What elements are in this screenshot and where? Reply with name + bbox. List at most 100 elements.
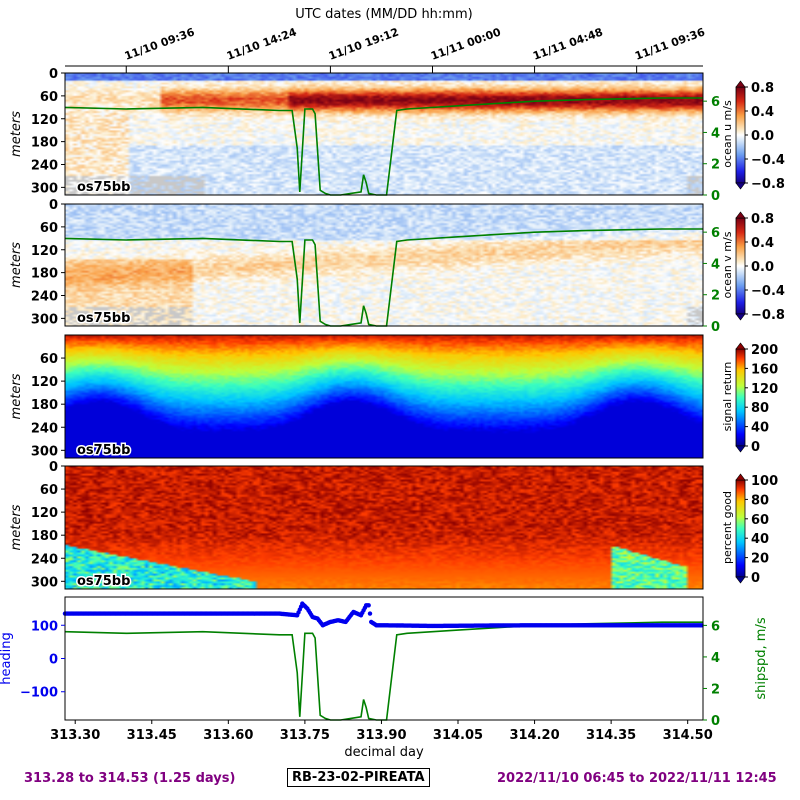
speed-tick-label: 2 xyxy=(711,158,720,173)
colorbar-tick-label: 40 xyxy=(751,532,769,547)
x-tick-label: 314.50 xyxy=(663,728,713,743)
colorbar-tick-label: 120 xyxy=(751,382,778,397)
colorbar-tick-label: 40 xyxy=(751,421,769,436)
colorbar-extend-bottom xyxy=(735,576,746,584)
y-tick-label: 120 xyxy=(31,506,58,521)
colorbar xyxy=(735,86,746,184)
y-tick-label: 300 xyxy=(31,181,58,196)
y-tick-label: 180 xyxy=(31,529,58,544)
colorbar-extend-top xyxy=(735,473,746,481)
x-tick-label: 314.05 xyxy=(433,728,483,743)
y-axis-label: meters xyxy=(9,242,24,288)
y-tick-label: 240 xyxy=(31,159,58,174)
colorbar-tick-label: 160 xyxy=(751,362,778,377)
y-tick-label: 60 xyxy=(40,221,58,236)
panel-frame xyxy=(64,334,704,459)
y-tick-label: 180 xyxy=(31,136,58,151)
y-tick-label: 240 xyxy=(31,290,58,305)
instrument-tag: os75bb xyxy=(77,443,130,458)
colorbar-tick-label: 0.8 xyxy=(751,212,774,227)
heatmap-image xyxy=(65,204,703,326)
shipspd-axis-label: shipspd, m/s xyxy=(754,617,769,699)
colorbar-tick-label: 0.0 xyxy=(751,129,774,144)
colorbar-tick-label: −0.8 xyxy=(751,177,785,192)
shipspd-tick-label: 2 xyxy=(711,682,720,697)
colorbar-tick-label: −0.8 xyxy=(751,308,785,323)
shipspd-tick-label: 0 xyxy=(711,714,720,729)
speed-tick-label: 4 xyxy=(711,126,720,141)
heading-point xyxy=(367,611,373,616)
panel-frame xyxy=(64,203,704,327)
y-axis-label: meters xyxy=(9,504,24,550)
y-tick-label: 120 xyxy=(31,375,58,390)
heading-axis-label: heading xyxy=(0,632,14,685)
colorbar-tick-label: 0 xyxy=(751,440,760,455)
heatmap-image xyxy=(65,335,703,458)
top-tick-label: 11/10 09:36 xyxy=(123,25,197,62)
colorbar xyxy=(735,348,746,447)
colorbar-extend-bottom xyxy=(735,445,746,453)
y-tick-label: 180 xyxy=(31,267,58,282)
x-tick-label: 313.45 xyxy=(127,728,177,743)
colorbar-extend-top xyxy=(735,211,746,219)
x-tick-label: 313.90 xyxy=(356,728,406,743)
shipspd-tick-label: 4 xyxy=(711,651,720,666)
y-tick-label: 0 xyxy=(49,67,58,82)
shipspd-line xyxy=(64,621,703,721)
colorbar-tick-label: 0 xyxy=(751,571,760,586)
y-tick-label: 240 xyxy=(31,421,58,436)
speed-tick-label: 4 xyxy=(711,257,720,272)
speed-tick-label: 0 xyxy=(711,320,720,335)
speed-tick-label: 2 xyxy=(711,289,720,304)
y-tick-label: 0 xyxy=(49,198,58,213)
heatmap-image xyxy=(65,466,703,589)
heading-tick-label: −100 xyxy=(20,686,58,701)
y-axis-label: meters xyxy=(9,373,24,419)
footer-cruise-name: RB-23-02-PIREATA xyxy=(287,768,430,787)
y-tick-label: 300 xyxy=(31,444,58,459)
colorbar-tick-label: 0.0 xyxy=(751,260,774,275)
speed-tick-label: 0 xyxy=(711,189,720,204)
colorbar-tick-label: 80 xyxy=(751,401,769,416)
colorbar-tick-label: −0.4 xyxy=(751,284,785,299)
x-tick-label: 313.75 xyxy=(280,728,330,743)
colorbar xyxy=(735,479,746,578)
top-tick-label: 11/11 09:36 xyxy=(633,25,707,62)
chart-title: UTC dates (MM/DD hh:mm) xyxy=(295,7,472,22)
colorbar-tick-label: 0.4 xyxy=(751,236,774,251)
colorbar-tick-label: 100 xyxy=(751,474,778,489)
colorbar xyxy=(735,217,746,315)
instrument-tag: os75bb xyxy=(77,574,130,589)
y-tick-label: 300 xyxy=(31,575,58,590)
heading-point xyxy=(366,603,371,608)
y-tick-label: 60 xyxy=(40,483,58,498)
colorbar-tick-label: 80 xyxy=(751,493,769,508)
top-tick-label: 11/10 19:12 xyxy=(327,25,400,62)
y-tick-label: 0 xyxy=(49,460,58,475)
instrument-tag: os75bb xyxy=(77,180,130,195)
x-tick-label: 313.60 xyxy=(203,728,253,743)
colorbar-tick-label: 0.4 xyxy=(751,105,774,120)
colorbar-label: percent good xyxy=(721,491,734,564)
instrument-tag: os75bb xyxy=(77,311,130,326)
y-tick-label: 60 xyxy=(40,352,58,367)
colorbar-extend-bottom xyxy=(735,313,746,321)
shipspd-tick-label: 6 xyxy=(711,619,720,634)
top-tick-label: 11/10 14:24 xyxy=(225,25,299,62)
y-tick-label: 120 xyxy=(31,244,58,259)
colorbar-tick-label: 0.8 xyxy=(751,81,774,96)
top-tick-label: 11/11 04:48 xyxy=(531,25,604,62)
x-axis-label: decimal day xyxy=(344,745,424,760)
colorbar-label: ocean v m/s xyxy=(721,231,734,298)
colorbar-tick-label: −0.4 xyxy=(751,153,785,168)
colorbar-label: ocean u m/s xyxy=(721,100,734,168)
y-axis-label: meters xyxy=(9,111,24,157)
x-tick-label: 313.30 xyxy=(50,728,100,743)
footer-date-range: 2022/11/10 06:45 to 2022/11/11 12:45 xyxy=(497,771,777,786)
colorbar-tick-label: 60 xyxy=(751,513,769,528)
y-tick-label: 300 xyxy=(31,312,58,327)
colorbar-extend-top xyxy=(735,342,746,350)
heading-tick-label: 100 xyxy=(31,619,58,634)
footer-day-range: 313.28 to 314.53 (1.25 days) xyxy=(24,771,236,786)
heatmap-image xyxy=(65,73,703,195)
